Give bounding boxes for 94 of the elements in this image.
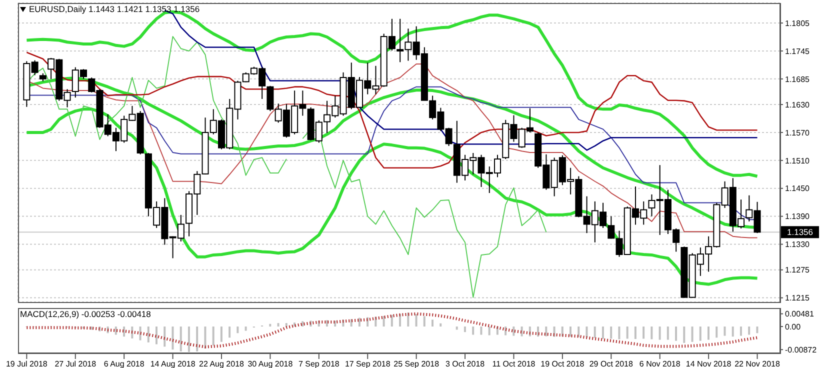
bar — [236, 326, 239, 334]
bar — [626, 326, 628, 339]
x-tick-label: 19 Oct 2018 — [540, 360, 585, 368]
bar — [570, 326, 572, 337]
bar — [537, 326, 540, 337]
bar — [358, 318, 360, 327]
x-tick-label: 27 Jul 2018 — [54, 360, 97, 368]
bar — [172, 326, 174, 350]
y-tick-label: 1.1805 — [785, 18, 810, 28]
bar — [610, 326, 612, 339]
bar — [740, 326, 742, 336]
bar — [212, 326, 214, 346]
bar — [302, 321, 304, 327]
bar — [456, 326, 458, 330]
y-tick-label: 1.1390 — [785, 212, 810, 222]
bar — [196, 326, 198, 352]
bar — [594, 326, 596, 338]
y-tick-label: 1.1510 — [785, 156, 810, 166]
line-series — [25, 108, 759, 286]
bar — [642, 326, 645, 339]
y-tick-label: 1.1630 — [785, 100, 810, 110]
y-tick-label: 1.1215 — [785, 294, 810, 303]
bar — [269, 324, 272, 327]
bar — [228, 326, 231, 338]
y-tick-label: 0.00 — [785, 322, 802, 332]
bar — [277, 323, 280, 327]
y-tick-label: 1.1570 — [785, 128, 810, 138]
bar — [691, 326, 694, 342]
bar — [407, 312, 410, 327]
bar — [683, 326, 686, 343]
bar — [578, 326, 580, 338]
chart-title: MACD(12,26,9) -0.00253 -0.00418 — [20, 309, 151, 319]
bar — [156, 326, 158, 344]
bar — [520, 326, 523, 336]
line-series — [26, 52, 758, 169]
bar — [390, 314, 393, 327]
bar — [244, 326, 247, 331]
x-tick-label: 17 Sep 2018 — [344, 360, 391, 368]
bar — [472, 326, 474, 335]
y-tick-label: 1.1685 — [785, 74, 810, 84]
x-tick-label: 19 Jul 2018 — [6, 360, 48, 368]
bar — [586, 326, 588, 338]
bar — [675, 326, 678, 341]
x-tick-label: 14 Nov 2018 — [686, 360, 732, 368]
bar — [634, 326, 636, 339]
bar — [602, 326, 604, 339]
bar — [488, 326, 490, 336]
bar — [147, 326, 150, 342]
x-tick-label: 7 Sep 2018 — [298, 360, 340, 368]
bar — [716, 326, 718, 338]
bar — [650, 326, 653, 340]
x-tick-label: 29 Oct 2018 — [589, 360, 634, 368]
x-tick-label: 6 Nov 2018 — [639, 360, 681, 368]
bar — [432, 320, 434, 327]
chart-title: EURUSD,Daily 1.1443 1.1421 1.1353 1.1356 — [29, 4, 200, 14]
bar — [415, 314, 418, 327]
x-tick-label: 14 Aug 2018 — [150, 360, 196, 368]
bar — [658, 326, 661, 340]
x-tick-label: 11 Oct 2018 — [492, 360, 536, 368]
bar — [123, 326, 126, 337]
bar — [180, 326, 182, 352]
bar — [732, 326, 734, 337]
x-tick-label: 22 Aug 2018 — [199, 360, 245, 368]
x-tick-label: 22 Nov 2018 — [734, 360, 780, 368]
bar — [164, 326, 166, 347]
bar — [708, 326, 710, 340]
y-tick-label: 0.00481 — [785, 310, 814, 319]
bar — [440, 323, 442, 327]
bar — [724, 326, 726, 336]
y-tick-label: 1.1275 — [785, 266, 810, 275]
x-tick-label: 3 Oct 2018 — [445, 360, 486, 368]
bar — [90, 326, 93, 330]
bar — [512, 326, 515, 336]
x-tick-label: 25 Sep 2018 — [394, 360, 440, 368]
bar — [618, 326, 620, 340]
bar — [220, 326, 222, 342]
bar — [748, 326, 750, 335]
y-tick-label: 1.1450 — [785, 184, 810, 194]
x-tick-label: 30 Aug 2018 — [248, 360, 294, 368]
x-tick-label: 6 Aug 2018 — [104, 360, 145, 368]
bar — [545, 326, 548, 336]
bar — [666, 326, 669, 340]
bar — [699, 326, 702, 341]
bar — [756, 326, 758, 334]
bar — [204, 326, 206, 348]
bar — [188, 326, 190, 352]
y-tick-label: -0.00872 — [785, 345, 818, 354]
bar — [480, 326, 482, 335]
bar — [464, 326, 466, 332]
ref-line-label: 1.1356 — [787, 227, 814, 238]
y-tick-label: 1.1330 — [785, 240, 810, 250]
bar — [382, 316, 385, 327]
y-tick-label: 1.1745 — [785, 46, 810, 56]
bar — [423, 316, 426, 327]
